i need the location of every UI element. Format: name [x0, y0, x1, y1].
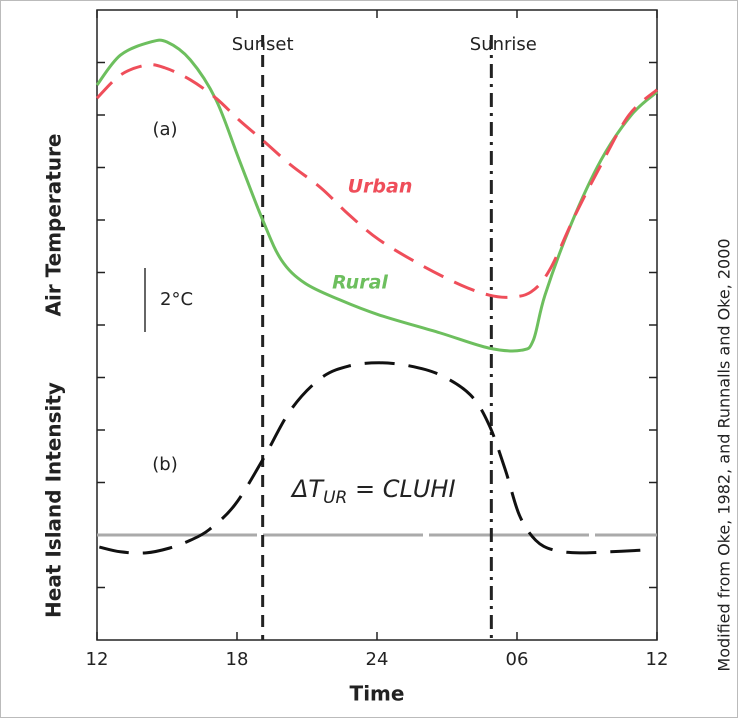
event-label: Sunset [232, 34, 294, 55]
event-label: Sunrise [470, 34, 537, 55]
series-label: Urban [348, 176, 413, 198]
x-tick-label: 24 [366, 649, 389, 670]
x-tick-label: 18 [226, 649, 249, 670]
x-tick-label: 06 [506, 649, 529, 670]
source-note: Modified from Oke, 1982, and Runnalls an… [715, 238, 734, 671]
y-label: Air Temperature [42, 133, 66, 316]
scale-label: 2°C [160, 289, 193, 310]
series-label: Rural [332, 272, 388, 294]
equation-part: ΔT [290, 475, 325, 503]
x-label: Time [350, 682, 405, 706]
x-tick-label: 12 [86, 649, 109, 670]
panel-label: (a) [152, 119, 177, 140]
equation: ΔTUR = CLUHI [290, 475, 456, 508]
series-line [95, 63, 659, 299]
x-tick-label: 12 [646, 649, 669, 670]
panel-label: (b) [152, 454, 177, 475]
equation-part: = CLUHI [347, 475, 455, 503]
series-line [98, 361, 641, 555]
equation-sub: UR [323, 488, 347, 508]
y-label: Heat Island Intensity [42, 382, 66, 618]
